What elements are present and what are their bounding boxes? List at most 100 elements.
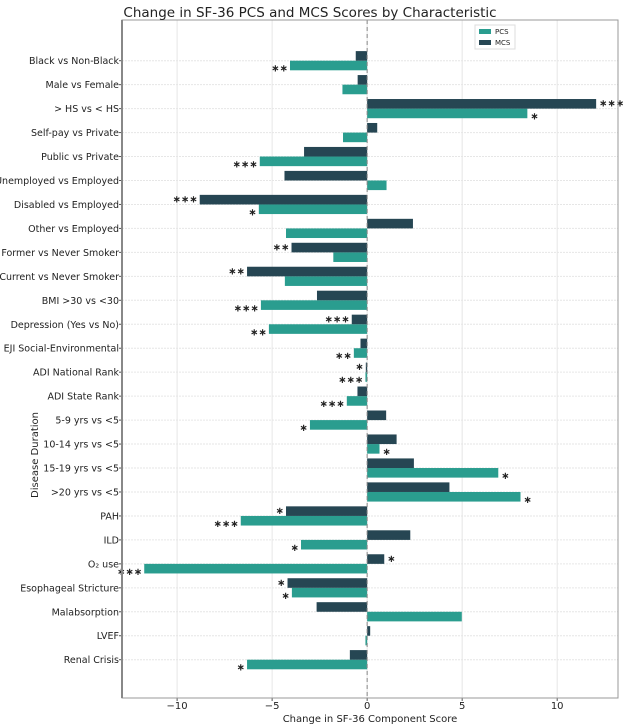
- x-tick-label: −10: [167, 701, 188, 712]
- bar-pcs: [301, 539, 368, 550]
- plot-border: [121, 19, 619, 699]
- bar-pcs: [291, 587, 368, 598]
- significance-pcs: ∗∗∗: [338, 375, 363, 386]
- bar-mcs: [367, 99, 597, 109]
- bar-pcs: [286, 228, 368, 239]
- bar-mcs: [367, 458, 414, 469]
- significance-pcs: ∗∗: [250, 327, 267, 338]
- significance-pcs: ∗: [501, 471, 509, 482]
- y-tick-label: PAH: [100, 511, 119, 522]
- bar-pcs: [365, 372, 368, 382]
- y-tick-label: 5-9 yrs vs <5: [55, 416, 119, 427]
- bar-pcs: [367, 611, 462, 622]
- bar-pcs: [260, 300, 368, 310]
- bar-pcs: [365, 635, 368, 646]
- significance-mcs: ∗: [276, 506, 284, 517]
- bar-pcs: [343, 132, 368, 143]
- bar-mcs: [287, 578, 368, 588]
- significance-mcs: ∗∗∗: [599, 99, 624, 110]
- bar-pcs: [367, 491, 521, 502]
- bar-pcs: [247, 659, 368, 670]
- bar-mcs: [367, 530, 411, 540]
- bar-pcs: [353, 348, 368, 358]
- bar-mcs: [367, 218, 413, 229]
- significance-pcs: ∗: [248, 207, 256, 218]
- legend-swatch-pcs: [479, 29, 491, 34]
- significance-mcs: ∗: [277, 578, 285, 589]
- x-tick-label: 10: [551, 701, 564, 712]
- y-tick-label: 10-14 yrs vs <5: [43, 440, 119, 451]
- bar-mcs: [357, 75, 368, 85]
- bars: ∗∗∗∗∗∗∗∗∗∗∗∗∗∗∗∗∗∗∗∗∗∗∗∗∗∗∗∗∗∗∗∗∗∗∗∗∗∗∗∗…: [117, 19, 624, 699]
- y-tick-label: Current vs Never Smoker: [0, 272, 119, 283]
- significance-pcs: ∗∗∗: [117, 567, 142, 578]
- y-tick-label: Malabsorption: [52, 607, 119, 618]
- y-tick-label: >20 yrs vs <5: [51, 487, 119, 498]
- significance-pcs: ∗∗∗: [320, 399, 345, 410]
- bar-mcs: [304, 146, 368, 157]
- bar-mcs: [284, 170, 368, 181]
- bar-mcs: [367, 626, 371, 636]
- legend-label-mcs: MCS: [495, 39, 511, 47]
- bar-pcs: [346, 396, 368, 406]
- bar-pcs: [367, 180, 387, 191]
- significance-pcs: ∗∗∗: [234, 303, 259, 314]
- legend: PCS MCS: [474, 24, 516, 50]
- x-tick-labels: −10 −5 0 5 10: [167, 701, 564, 712]
- y-tick-label: ADI National Rank: [33, 368, 119, 379]
- bar-mcs: [360, 338, 368, 349]
- bar-pcs: [367, 108, 528, 119]
- y-tick-label: Male vs Female: [46, 80, 120, 91]
- legend-label-pcs: PCS: [495, 28, 509, 36]
- bar-pcs: [268, 324, 368, 334]
- significance-pcs: ∗: [237, 663, 245, 674]
- bar-mcs: [247, 266, 368, 277]
- significance-pcs: ∗: [291, 543, 299, 554]
- bar-pcs: [259, 156, 368, 167]
- bar-mcs: [316, 290, 368, 301]
- y-tick-label: Depression (Yes vs No): [11, 320, 119, 331]
- bar-pcs: [258, 204, 368, 215]
- grid: [119, 20, 618, 701]
- bar-mcs: [199, 194, 368, 205]
- bar-mcs: [365, 362, 368, 373]
- y-axis-label: Disease Duration: [30, 412, 41, 498]
- bar-mcs: [351, 314, 368, 325]
- x-tick-label: 0: [364, 701, 370, 712]
- chart-title: Change in SF-36 PCS and MCS Scores by Ch…: [123, 5, 496, 21]
- bar-pcs: [333, 252, 368, 262]
- significance-pcs: ∗∗: [271, 64, 288, 75]
- bar-pcs: [367, 468, 499, 478]
- y-tick-label: O₂ use: [88, 559, 119, 570]
- y-tick-label: EJI Social-Environmental: [4, 344, 119, 355]
- significance-mcs: ∗: [355, 362, 363, 373]
- bar-pcs: [309, 420, 368, 430]
- bar-pcs: [342, 84, 368, 95]
- bar-mcs: [367, 410, 387, 421]
- legend-swatch-mcs: [479, 40, 491, 45]
- x-tick-label: 5: [459, 701, 465, 712]
- bar-mcs: [355, 51, 368, 61]
- bar-mcs: [291, 242, 368, 253]
- bar-mcs: [357, 386, 368, 397]
- bar-pcs: [284, 276, 368, 286]
- y-tick-label: Disabled vs Employed: [14, 200, 119, 211]
- y-tick-label: Black vs Non-Black: [29, 56, 120, 67]
- x-axis-label: Change in SF-36 Component Score: [283, 714, 458, 725]
- bar-mcs: [367, 122, 378, 133]
- significance-pcs: ∗: [524, 495, 532, 506]
- bar-mcs: [367, 554, 385, 564]
- y-tick-label: LVEF: [97, 631, 119, 642]
- y-tick-label: 15-19 yrs vs <5: [43, 464, 119, 475]
- y-tick-label: ADI State Rank: [47, 392, 119, 403]
- y-tick-label: Former vs Never Smoker: [1, 248, 119, 259]
- y-tick-labels: Black vs Non-Black Male vs Female > HS vs …: [0, 56, 119, 666]
- bar-mcs: [367, 434, 397, 445]
- y-tick-label: ILD: [104, 535, 119, 546]
- y-tick-label: Esophageal Stricture: [20, 583, 119, 594]
- significance-pcs: ∗: [383, 447, 391, 458]
- significance-pcs: ∗∗: [335, 351, 352, 362]
- bar-mcs: [316, 602, 368, 612]
